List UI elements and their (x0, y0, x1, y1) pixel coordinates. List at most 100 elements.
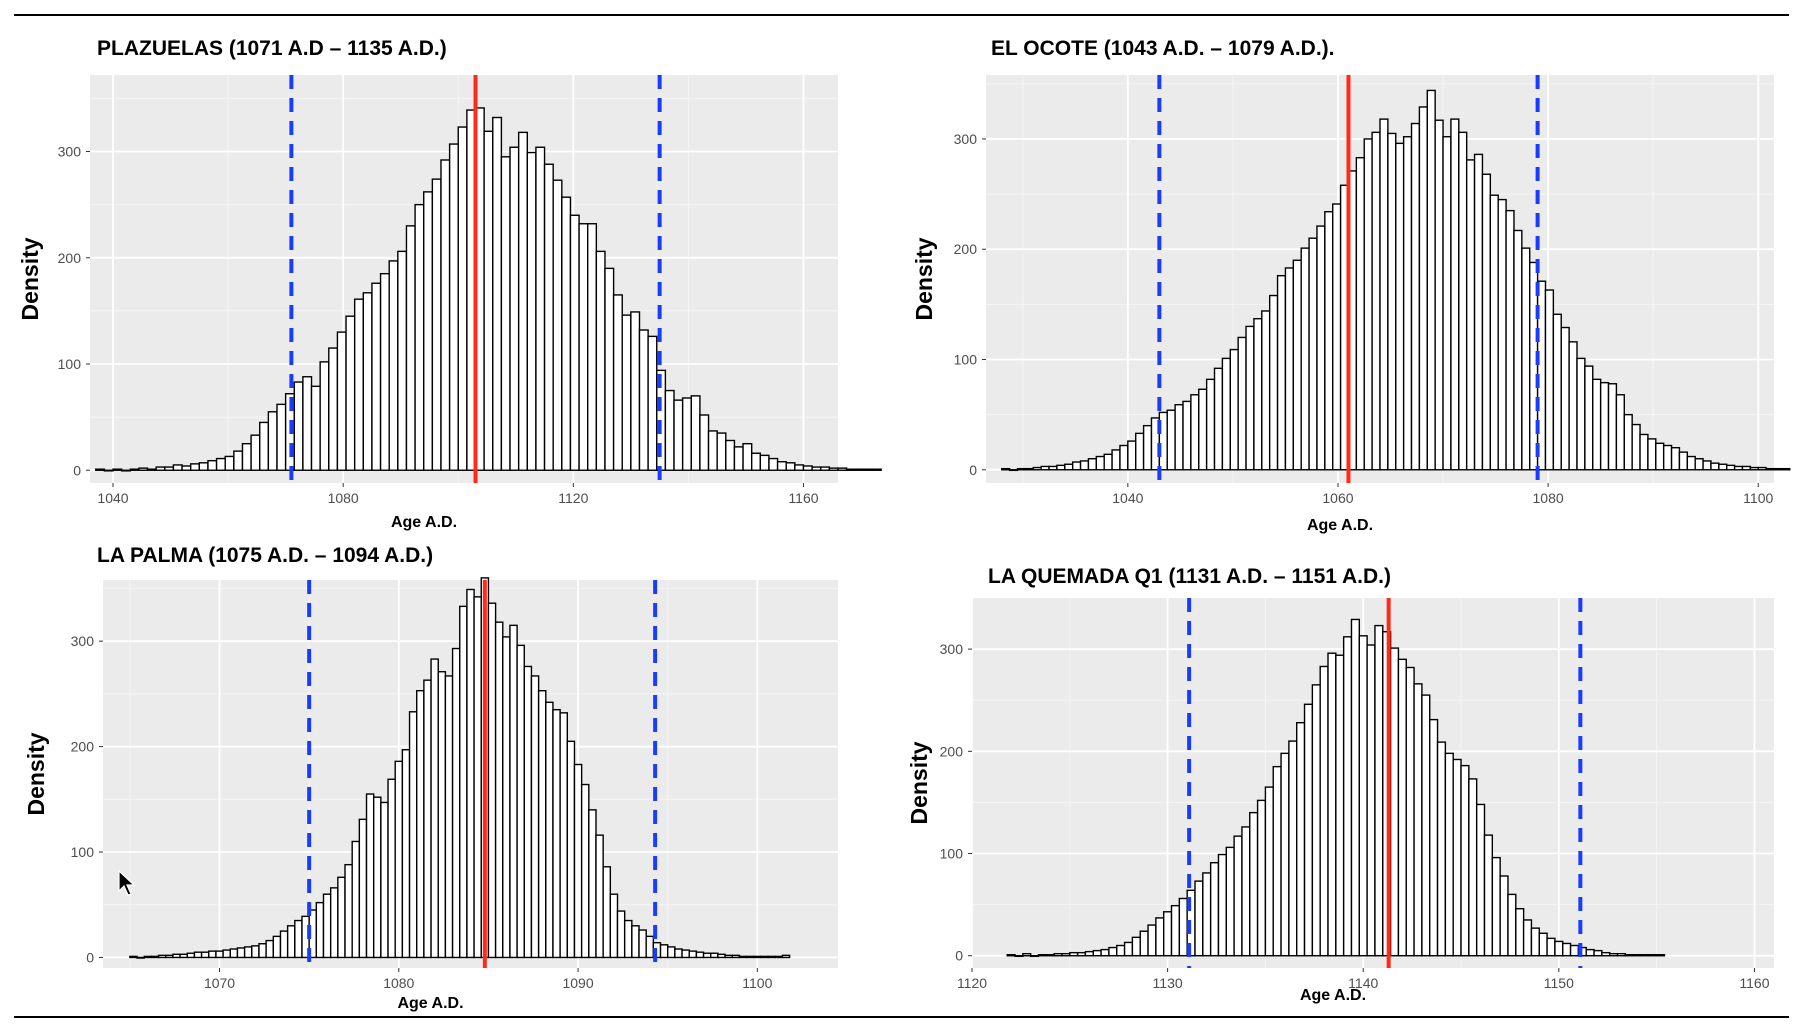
histogram-bar (1008, 469, 1019, 472)
histogram-bar (1458, 131, 1468, 471)
histogram-bar (1092, 949, 1102, 957)
histogram-bar (759, 454, 770, 471)
histogram-bar (699, 414, 710, 471)
histogram-bar (1569, 944, 1580, 957)
histogram-bar (1064, 463, 1074, 471)
histogram-bar (631, 925, 640, 959)
x-tick-label: 1080 (383, 975, 414, 991)
histogram-bar (1268, 294, 1279, 471)
histogram-bar (1284, 267, 1295, 471)
histogram-bar (181, 465, 192, 471)
histogram-bar (388, 260, 399, 471)
histogram-bar (666, 946, 676, 959)
histogram-bar (1395, 142, 1405, 471)
histogram-bar (1366, 644, 1376, 957)
histogram-bar (207, 459, 218, 471)
histogram-bar (1655, 954, 1666, 957)
x-tick-label: 1150 (1544, 975, 1574, 991)
x-tick-label: 1120 (558, 490, 588, 506)
histogram-bar (717, 953, 726, 959)
histogram-bar (1413, 683, 1423, 957)
histogram-bar (1190, 394, 1200, 471)
histogram-bar (437, 671, 447, 959)
y-axis-label: Density (17, 237, 43, 320)
histogram-bar (1048, 465, 1058, 471)
y-axis-label: Density (911, 237, 937, 320)
histogram-bar (545, 701, 554, 959)
histogram-bar (526, 151, 537, 471)
histogram-bar (336, 331, 347, 471)
histogram-bar (1418, 106, 1428, 471)
histogram-bar (1757, 466, 1767, 471)
histogram-bar (157, 954, 167, 959)
histogram-bar (1139, 930, 1149, 957)
histogram-bar (580, 783, 590, 959)
histogram-bar (802, 465, 813, 471)
histogram-bar (1639, 433, 1649, 471)
histogram-bar (1135, 432, 1145, 471)
histogram-bar (1552, 313, 1562, 471)
histogram-bar (416, 690, 425, 959)
histogram-bar (272, 935, 282, 959)
histogram-bar (537, 690, 547, 959)
histogram-bar (1209, 862, 1220, 957)
histogram-bar (165, 954, 174, 959)
histogram-bar (150, 955, 160, 959)
histogram-bar (265, 939, 275, 959)
histogram-bar (1363, 138, 1373, 471)
histogram-bar (365, 793, 375, 959)
histogram-bar (1468, 778, 1478, 957)
histogram-bar (1014, 955, 1024, 958)
histogram-bar (1182, 400, 1192, 471)
y-axis-label: Density (23, 732, 49, 815)
histogram-bar (233, 450, 244, 471)
histogram-bar (760, 955, 769, 959)
histogram-bar (681, 949, 690, 959)
histogram-bar (1316, 225, 1326, 471)
histogram-bar (1773, 467, 1783, 471)
histogram-bar (1460, 764, 1470, 957)
histogram-bar (1576, 357, 1586, 471)
histogram-bar (215, 950, 224, 959)
histogram-bar (725, 439, 736, 471)
histogram-bar (186, 952, 196, 959)
histogram-bar (647, 335, 658, 471)
histogram-bar (1662, 444, 1673, 471)
histogram-bar (674, 948, 683, 959)
histogram-bar (1001, 467, 1011, 471)
x-axis-label: Age A.D. (1300, 987, 1366, 1004)
histogram-bar (310, 385, 321, 471)
histogram-bar (1342, 636, 1353, 957)
histogram-bar (120, 469, 131, 472)
histogram-bar (172, 464, 183, 471)
histogram-bar (279, 930, 289, 959)
histogram-bar (1264, 786, 1274, 957)
histogram-bar (1237, 336, 1247, 471)
histogram-bar (1245, 325, 1255, 471)
histogram-bar (258, 943, 267, 959)
histogram-bar (345, 315, 356, 471)
histogram-bar (733, 446, 744, 471)
histogram-bar (1599, 381, 1610, 471)
histogram-bar (1623, 413, 1633, 471)
histogram-bar (638, 329, 649, 471)
histogram-bar (1544, 289, 1555, 471)
histogram-bar (1538, 932, 1548, 957)
histogram-bar (1765, 467, 1775, 471)
bottom-rule (14, 1016, 1789, 1018)
histogram-bar (1205, 378, 1216, 471)
histogram-bar (604, 267, 615, 471)
histogram-bar (1296, 721, 1306, 957)
top-rule (14, 14, 1789, 16)
panel-title: PLAZUELAS (1071 A.D – 1135 A.D.) (97, 37, 447, 60)
histogram-bar (405, 225, 416, 471)
histogram-bar (673, 399, 684, 471)
histogram-bar (1497, 198, 1507, 471)
y-tick-label: 200 (58, 250, 82, 266)
histogram-bar (215, 457, 226, 471)
histogram-bar (742, 442, 753, 471)
histogram-bar (129, 468, 140, 471)
histogram-bar (394, 760, 404, 959)
histogram-bar (95, 468, 106, 471)
x-tick-label: 1080 (328, 490, 359, 506)
